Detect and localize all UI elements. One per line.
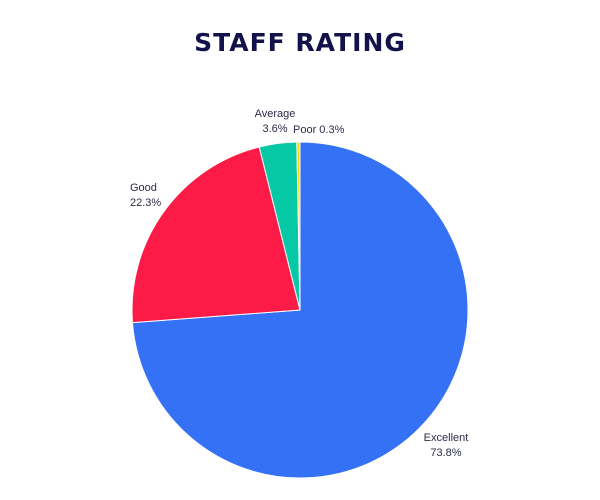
slice-value-average: 3.6% [262, 123, 287, 135]
chart-title: STAFF RATING [194, 28, 406, 57]
slice-value-excellent: 73.8% [430, 447, 461, 459]
pie-slice-poor [296, 141, 301, 311]
pie-slice-good [131, 146, 301, 324]
slice-value-good: 22.3% [130, 197, 161, 209]
slice-name-average: Average [255, 108, 296, 120]
slice-name-good: Good [130, 182, 157, 194]
slice-name-excellent: Excellent [424, 432, 469, 444]
slice-label-poor: Poor 0.3% [293, 124, 345, 136]
pie-labels: Excellent 73.8% Good 22.3% Average 3.6% Poor 0… [130, 108, 468, 459]
pie-slices [131, 141, 469, 479]
